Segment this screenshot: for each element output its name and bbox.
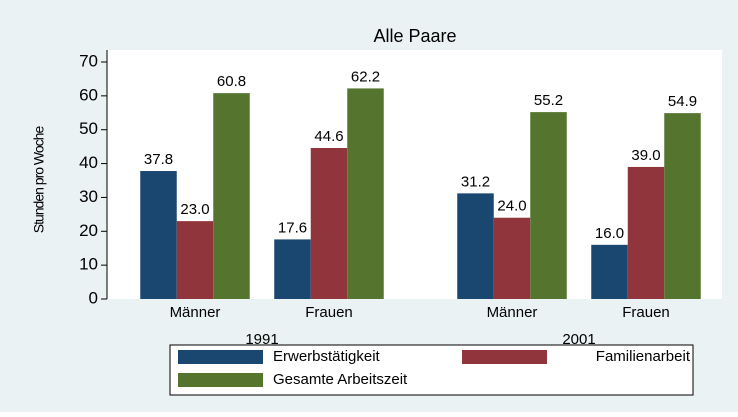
value-label: 39.0 bbox=[631, 147, 660, 164]
bar bbox=[213, 93, 250, 299]
bar bbox=[347, 88, 384, 299]
y-axis-label: Stunden pro Woche bbox=[31, 126, 47, 234]
value-label: 16.0 bbox=[595, 225, 624, 242]
bar bbox=[530, 112, 567, 299]
value-label: 31.2 bbox=[461, 173, 490, 190]
group-label: 1991 bbox=[245, 331, 278, 348]
bar bbox=[627, 166, 665, 299]
x-tick-label: Männer bbox=[170, 304, 221, 321]
value-label: 55.2 bbox=[534, 92, 563, 109]
value-label: 24.0 bbox=[497, 198, 526, 215]
value-label: 23.0 bbox=[180, 201, 209, 218]
y-tick-label: 30 bbox=[79, 187, 98, 206]
value-label: 54.9 bbox=[668, 93, 697, 110]
bar bbox=[591, 244, 628, 299]
y-tick-label: 10 bbox=[79, 255, 98, 274]
bar bbox=[274, 239, 311, 299]
bar bbox=[493, 217, 531, 299]
y-tick-label: 20 bbox=[79, 221, 98, 240]
value-label: 62.2 bbox=[351, 68, 380, 85]
legend-swatch bbox=[178, 373, 263, 387]
chart-title: Alle Paare bbox=[373, 26, 456, 46]
legend-label: Familienarbeit bbox=[596, 348, 691, 365]
x-tick-label: Frauen bbox=[622, 304, 670, 321]
y-tick-label: 70 bbox=[79, 51, 98, 70]
legend-swatch bbox=[178, 350, 263, 364]
y-tick-label: 40 bbox=[79, 153, 98, 172]
legend-label: Gesamte Arbeitszeit bbox=[273, 371, 408, 388]
value-label: 44.6 bbox=[314, 128, 343, 145]
y-tick-label: 0 bbox=[89, 288, 98, 307]
group-label: 2001 bbox=[562, 331, 595, 348]
x-tick-label: Frauen bbox=[305, 304, 353, 321]
bar bbox=[140, 171, 177, 299]
x-tick-label: Männer bbox=[487, 304, 538, 321]
value-label: 17.6 bbox=[278, 219, 307, 236]
legend-swatch bbox=[462, 350, 547, 364]
bar bbox=[664, 113, 701, 299]
bar bbox=[457, 193, 494, 299]
legend-label: Erwerbstätigkeit bbox=[273, 348, 381, 365]
y-tick-label: 60 bbox=[79, 85, 98, 104]
value-label: 37.8 bbox=[144, 151, 173, 168]
bar bbox=[310, 147, 348, 299]
y-tick-label: 50 bbox=[79, 119, 98, 138]
bar bbox=[176, 221, 214, 299]
value-label: 60.8 bbox=[217, 73, 246, 90]
